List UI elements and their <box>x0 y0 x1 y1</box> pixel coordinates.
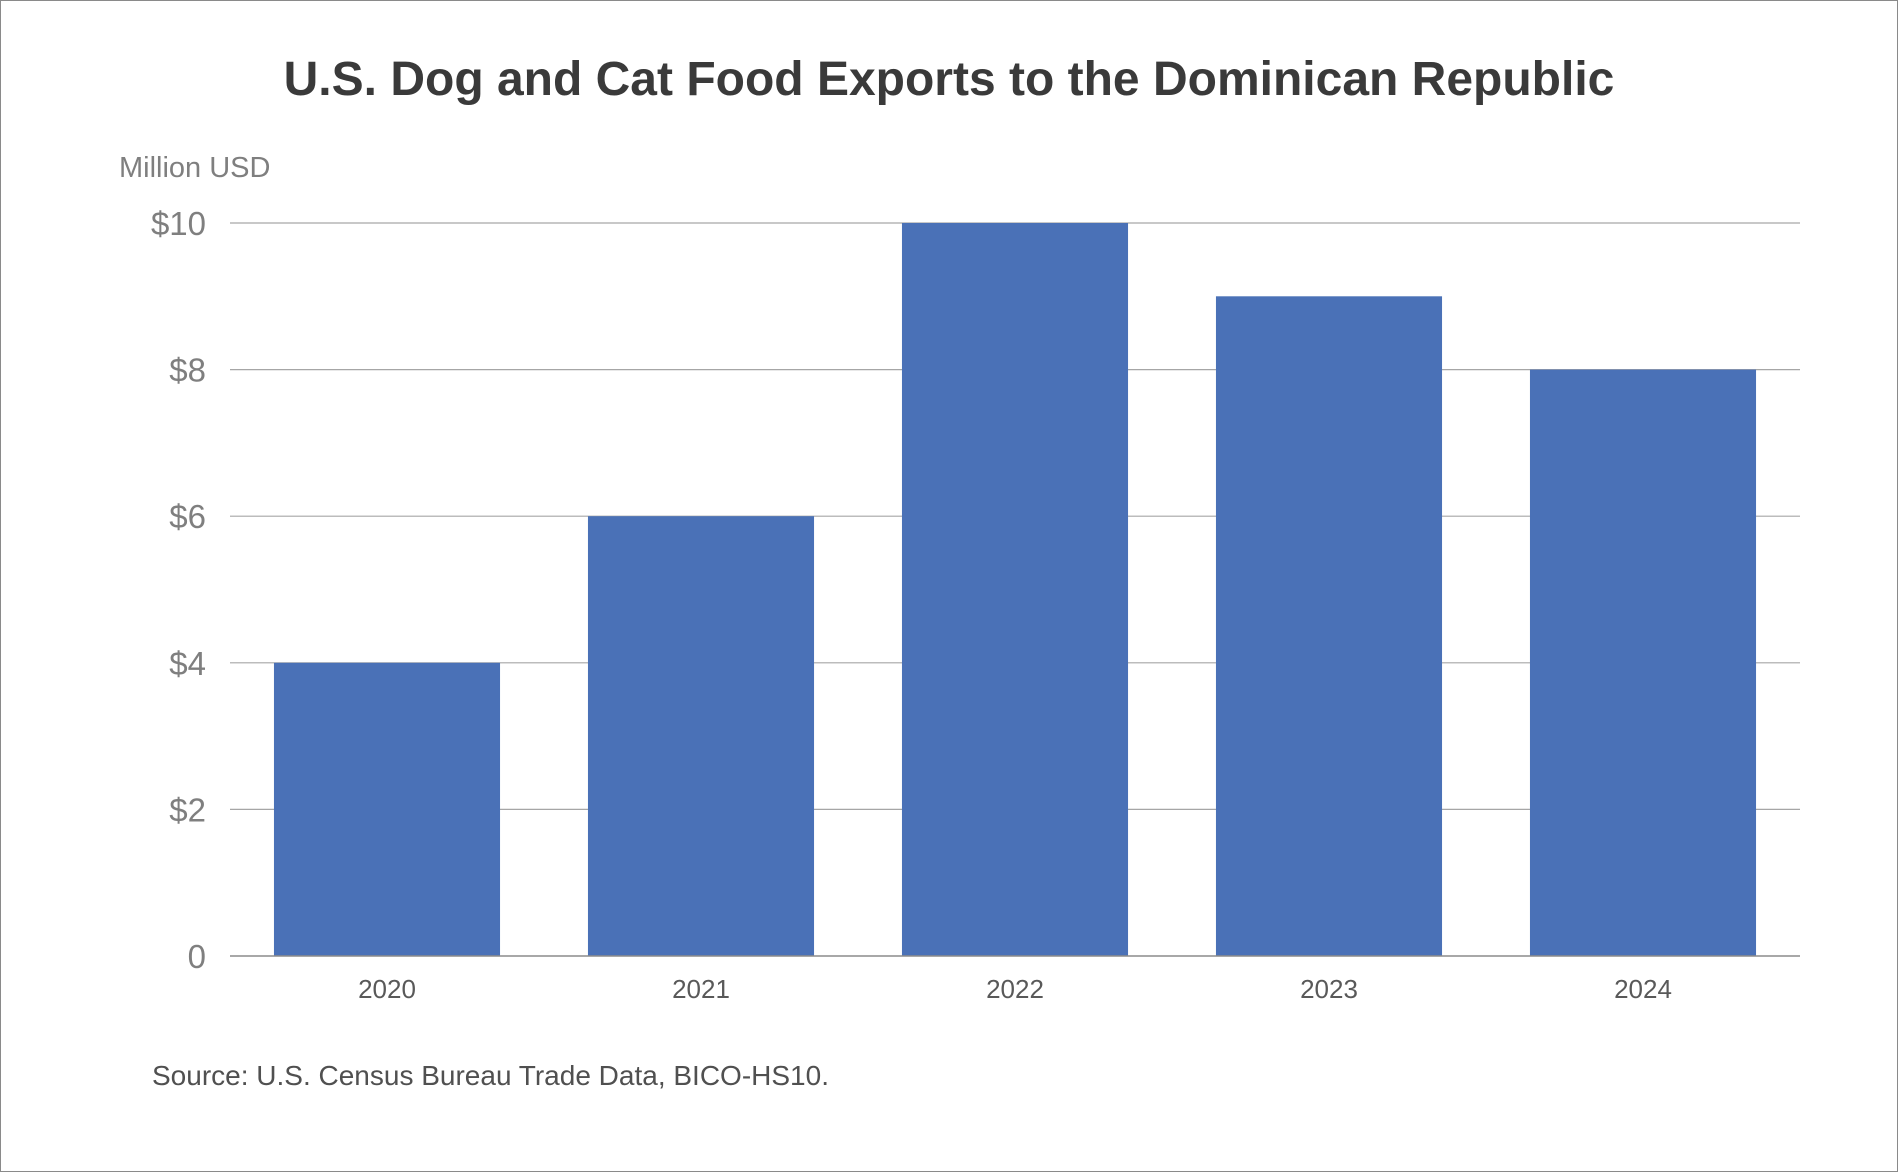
bar-2022 <box>901 223 1129 956</box>
y-tick-label: 0 <box>188 938 206 975</box>
bar-2023 <box>1215 296 1443 956</box>
y-tick-labels: 0 $2 $4 $6 $8 $10 <box>151 205 206 975</box>
y-tick-label: $4 <box>169 645 206 682</box>
y-tick-label: $8 <box>169 352 206 389</box>
x-tick-label: 2023 <box>1300 974 1358 1004</box>
source-note: Source: U.S. Census Bureau Trade Data, B… <box>152 1060 829 1091</box>
y-tick-label: $10 <box>151 205 206 242</box>
x-tick-label: 2024 <box>1614 974 1672 1004</box>
bar-2020 <box>273 662 501 956</box>
bar-2024 <box>1529 369 1757 957</box>
x-tick-labels: 2020 2021 2022 2023 2024 <box>358 974 1672 1004</box>
chart-title: U.S. Dog and Cat Food Exports to the Dom… <box>283 53 1615 106</box>
y-tick-label: $2 <box>169 791 206 828</box>
x-tick-label: 2022 <box>986 974 1044 1004</box>
x-tick-label: 2020 <box>358 974 416 1004</box>
x-tick-label: 2021 <box>672 974 730 1004</box>
y-axis-unit-label: Million USD <box>119 152 271 184</box>
bars <box>273 223 1757 957</box>
bar-2021 <box>587 516 815 956</box>
y-tick-label: $6 <box>169 498 206 535</box>
